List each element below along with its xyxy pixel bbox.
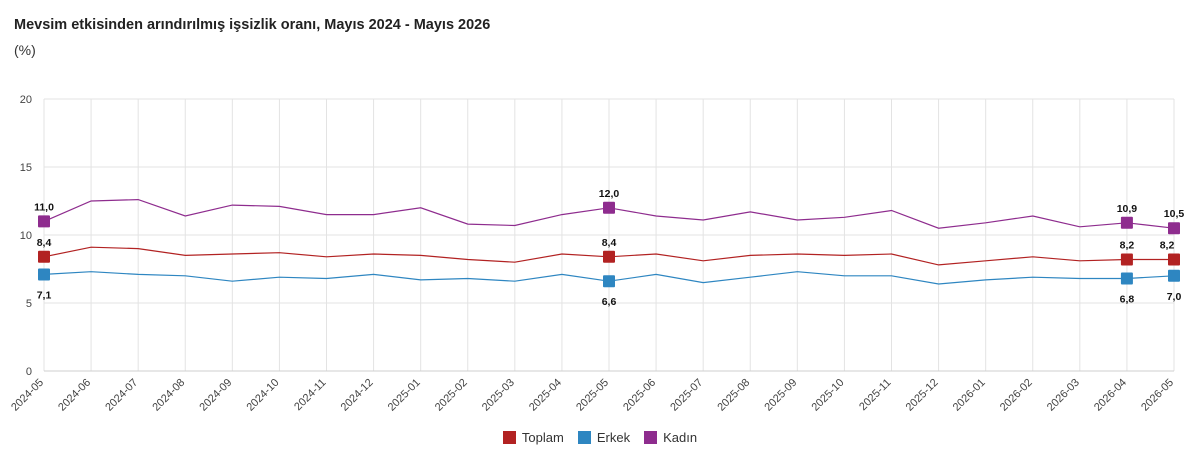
data-point-marker	[1120, 216, 1133, 229]
x-tick-label: 2024-12	[339, 377, 376, 414]
legend-item-kadin[interactable]: Kadın	[644, 430, 697, 445]
x-tick-label: 2025-07	[668, 377, 705, 414]
x-tick-label: 2025-11	[857, 377, 893, 413]
data-label: 8,2	[1160, 239, 1175, 251]
data-point-marker	[1120, 253, 1133, 266]
data-label: 8,4	[602, 237, 617, 249]
legend-swatch-erkek	[577, 431, 591, 444]
data-point-marker	[1168, 253, 1180, 266]
x-tick-label: 2025-01	[386, 377, 423, 414]
legend-swatch-toplam	[502, 431, 516, 444]
legend-label-toplam: Toplam	[521, 430, 564, 445]
y-tick-label: 0	[26, 366, 32, 378]
data-point-marker	[38, 250, 50, 263]
x-tick-label: 2025-05	[574, 377, 611, 414]
data-point-marker	[1168, 269, 1180, 282]
axis-labels: 0 5 10 15 20 2024-05 2024-06 2024-07 2024-08 2024…	[9, 94, 1176, 414]
x-tick-label: 2026-03	[1045, 377, 1082, 414]
x-tick-label: 2025-12	[904, 377, 941, 414]
x-tick-label: 2026-01	[951, 377, 988, 414]
chart-title: Mevsim etkisinden arındırılmış işsizlik …	[14, 17, 491, 33]
legend-label-erkek: Erkek	[596, 430, 631, 445]
x-tick-label: 2025-10	[810, 377, 847, 414]
data-point-marker	[603, 250, 615, 263]
x-tick-label: 2025-02	[433, 377, 470, 414]
data-label: 6,8	[1120, 294, 1135, 306]
data-point-marker	[38, 215, 50, 228]
x-tick-label: 2024-10	[245, 377, 282, 414]
legend-swatch-kadin	[644, 431, 658, 444]
x-tick-label: 2024-06	[56, 377, 93, 414]
data-point-marker	[38, 268, 50, 281]
series-markers	[38, 201, 1180, 288]
data-label: 12,0	[599, 188, 620, 200]
x-tick-label: 2025-04	[527, 377, 564, 414]
x-tick-label: 2026-05	[1139, 377, 1176, 414]
data-label: 10,5	[1164, 208, 1185, 220]
x-tick-label: 2025-09	[762, 377, 799, 414]
x-tick-label: 2026-04	[1092, 377, 1129, 414]
x-tick-label: 2025-08	[715, 377, 752, 414]
y-tick-label: 15	[20, 162, 32, 174]
data-label: 6,6	[602, 296, 617, 308]
chart-legend: Toplam Erkek Kadın	[0, 430, 1200, 445]
legend-item-erkek[interactable]: Erkek	[577, 430, 631, 445]
data-label: 8,2	[1120, 239, 1135, 251]
data-point-marker	[1168, 222, 1180, 235]
data-label: 7,0	[1167, 291, 1182, 303]
data-labels: 8,4 8,4 8,2 8,2 7,1 6,6 6,8 7,0 11,0 12,0 10,9 10,5	[34, 188, 1184, 308]
x-tick-label: 2024-08	[150, 377, 187, 414]
chart-unit: (%)	[14, 42, 36, 58]
x-tick-label: 2024-05	[9, 377, 46, 414]
legend-label-kadin: Kadın	[663, 430, 698, 445]
data-label: 11,0	[34, 201, 54, 213]
grid-lines	[43, 98, 1175, 372]
data-label: 8,4	[37, 237, 52, 249]
data-point-marker	[603, 201, 615, 214]
data-point-marker	[1120, 272, 1133, 285]
legend-item-toplam[interactable]: Toplam	[502, 430, 564, 445]
x-tick-label: 2024-07	[103, 377, 140, 414]
x-tick-label: 2025-03	[480, 377, 517, 414]
data-label: 7,1	[37, 289, 52, 301]
x-tick-label: 2026-02	[998, 377, 1035, 414]
data-point-marker	[603, 275, 615, 288]
y-tick-label: 5	[26, 298, 32, 310]
x-tick-label: 2024-09	[197, 377, 234, 414]
x-tick-label: 2024-11	[292, 377, 328, 413]
y-tick-label: 20	[20, 94, 32, 106]
y-tick-label: 10	[20, 230, 32, 242]
data-label: 10,9	[1117, 203, 1138, 215]
x-tick-label: 2025-06	[621, 377, 658, 414]
